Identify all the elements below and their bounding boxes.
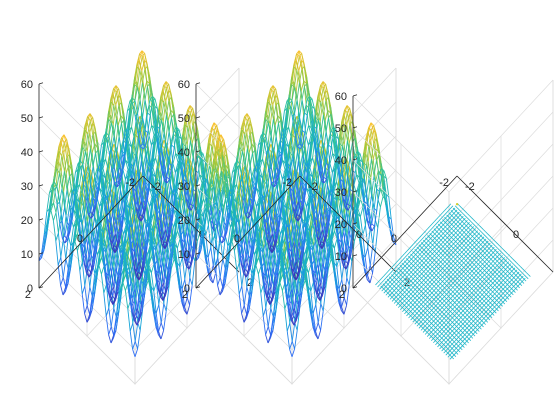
z-tick-label: 50 bbox=[335, 123, 347, 135]
axis-lines bbox=[352, 94, 554, 289]
z-tick-label: 30 bbox=[178, 181, 190, 193]
y-tick-label: 0 bbox=[391, 233, 397, 245]
y-tick-label: 2 bbox=[339, 289, 345, 301]
z-tick-label: 30 bbox=[335, 187, 347, 199]
x-tick-label: 0 bbox=[513, 229, 519, 241]
z-tick-label: 20 bbox=[335, 219, 347, 231]
z-tick-label: 40 bbox=[335, 155, 347, 167]
x-tick-label: 0 bbox=[356, 229, 362, 241]
z-tick-label: 30 bbox=[21, 181, 33, 193]
x-tick-label: -2 bbox=[465, 181, 475, 193]
z-tick-label: 0 bbox=[27, 283, 33, 295]
z-tick-label: 50 bbox=[178, 113, 190, 125]
z-tick-label: 60 bbox=[335, 91, 347, 103]
z-tick-label: 40 bbox=[178, 147, 190, 159]
y-tick-label: 0 bbox=[234, 233, 240, 245]
y-tick-label: -2 bbox=[282, 177, 292, 189]
z-tick-label: 0 bbox=[184, 283, 190, 295]
y-tick-label: 2 bbox=[182, 289, 188, 301]
z-tick-label: 20 bbox=[21, 215, 33, 227]
z-tick-label: 0 bbox=[341, 283, 347, 295]
x-tick-label: -2 bbox=[151, 181, 161, 193]
z-tick-label: 10 bbox=[335, 251, 347, 263]
y-tick-label: -2 bbox=[125, 177, 135, 189]
z-tick-label: 10 bbox=[178, 249, 190, 261]
z-tick-label: 20 bbox=[178, 215, 190, 227]
z-tick-label: 50 bbox=[21, 113, 33, 125]
z-tick-label: 60 bbox=[178, 79, 190, 91]
y-tick-label: 0 bbox=[77, 233, 83, 245]
z-tick-label: 40 bbox=[21, 147, 33, 159]
z-tick-label: 10 bbox=[21, 249, 33, 261]
x-tick-label: -2 bbox=[308, 181, 318, 193]
y-tick-label: -2 bbox=[439, 177, 449, 189]
surface-mesh bbox=[195, 50, 397, 357]
y-tick-label: 2 bbox=[25, 289, 31, 301]
z-tick-label: 60 bbox=[21, 79, 33, 91]
x-tick-label: 2 bbox=[247, 277, 253, 289]
axis-lines bbox=[195, 82, 397, 289]
x-tick-label: 2 bbox=[404, 277, 410, 289]
surface-mesh bbox=[375, 203, 531, 360]
